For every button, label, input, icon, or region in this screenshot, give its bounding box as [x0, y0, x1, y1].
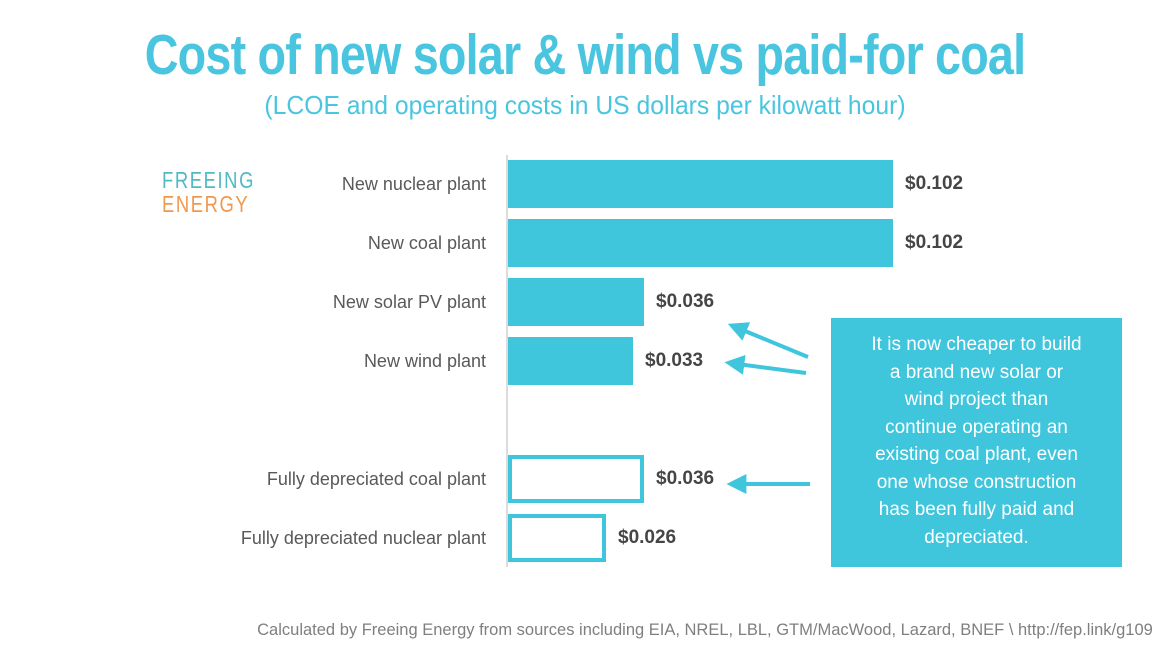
chart-row: New wind plant $0.033 — [0, 337, 1170, 385]
logo-word-freeing: FREEING — [162, 167, 255, 193]
value-label: $0.036 — [656, 291, 715, 312]
source-attribution: Calculated by Freeing Energy from source… — [257, 621, 1153, 639]
category-label: New solar PV plant — [332, 292, 486, 312]
chart-row: Fully depreciated coal plant $0.036 — [0, 455, 1170, 503]
bar-filled — [508, 278, 644, 326]
freeing-energy-logo: FREEING ENERGY — [162, 167, 255, 217]
category-label: New wind plant — [363, 351, 486, 371]
callout-box: It is now cheaper to build a brand new s… — [831, 318, 1122, 567]
chart-row: New solar PV plant $0.036 — [0, 278, 1170, 326]
value-label: $0.026 — [618, 527, 677, 548]
category-label: Fully depreciated coal plant — [266, 469, 486, 489]
value-label: $0.102 — [905, 232, 964, 253]
category-label: Fully depreciated nuclear plant — [240, 528, 486, 548]
bar-filled — [508, 219, 893, 267]
logo-word-energy: ENERGY — [162, 191, 250, 217]
chart-row: Fully depreciated nuclear plant $0.026 — [0, 514, 1170, 562]
page-title: Cost of new solar & wind vs paid-for coa… — [144, 23, 1026, 87]
value-label: $0.036 — [656, 468, 715, 489]
category-label: New nuclear plant — [341, 174, 486, 194]
chart-row: New nuclear plant $0.102 — [0, 160, 1170, 208]
bar-outlined — [508, 514, 606, 562]
category-label: New coal plant — [367, 233, 486, 253]
bar-filled — [508, 160, 893, 208]
value-label: $0.102 — [905, 173, 964, 194]
chart-baseline-axis — [506, 155, 508, 567]
bar-filled — [508, 337, 633, 385]
value-label: $0.033 — [645, 350, 704, 371]
bar-outlined — [508, 455, 644, 503]
page-subtitle: (LCOE and operating costs in US dollars … — [264, 90, 906, 120]
chart-row: New coal plant $0.102 — [0, 219, 1170, 267]
